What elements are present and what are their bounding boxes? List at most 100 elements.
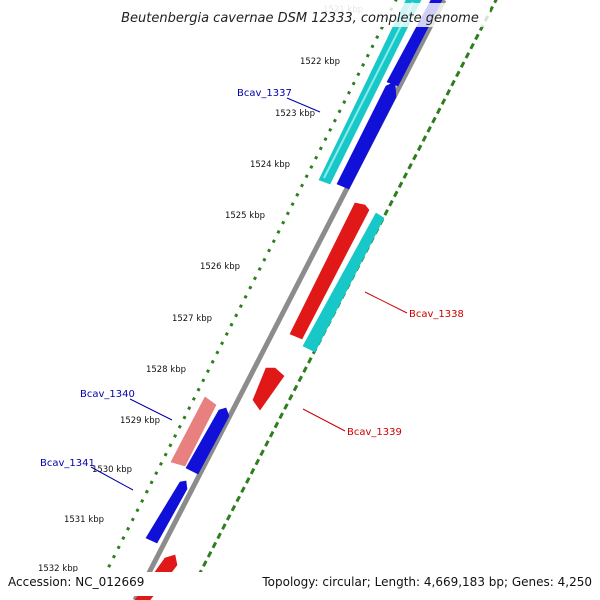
gene-bcav-1338[interactable]	[289, 202, 370, 340]
tick-mark	[361, 62, 366, 67]
tick-mark	[351, 81, 356, 86]
tick-mark	[346, 90, 352, 95]
tick-mark	[421, 135, 428, 142]
tick-mark	[285, 211, 290, 216]
tick-mark	[187, 406, 192, 411]
leader-line-bcav-1341	[90, 466, 134, 491]
gene-bcav-1341[interactable]	[145, 480, 188, 544]
tick-mark	[205, 369, 210, 374]
tick-mark	[314, 155, 319, 160]
tick-mark	[130, 517, 135, 522]
tick-mark	[230, 504, 237, 512]
tick-mark	[332, 118, 337, 123]
tick-mark	[299, 183, 305, 188]
footer-background	[0, 572, 600, 596]
tick-layer	[93, 0, 498, 596]
tick-mark	[229, 322, 234, 327]
tick-mark	[262, 257, 267, 262]
tick-mark	[215, 350, 220, 355]
map-title: Beutenbergia cavernae DSM 12333, complet…	[121, 11, 479, 26]
gene-sheen	[323, 1, 414, 179]
tick-mark	[273, 421, 280, 429]
tick-mark	[177, 424, 182, 429]
tick-mark	[201, 378, 206, 383]
tick-mark	[245, 477, 251, 484]
tick-mark	[445, 89, 451, 96]
tick-mark	[440, 98, 447, 105]
tick-mark	[464, 52, 471, 59]
tick-mark	[295, 192, 300, 197]
tick-mark	[288, 393, 294, 401]
gene-unlabeled[interactable]	[302, 212, 385, 353]
topology-text: Topology: circular; Length: 4,669,183 bp…	[261, 575, 592, 589]
tick-mark	[459, 61, 466, 69]
tick-mark	[426, 126, 432, 133]
tick-mark	[235, 495, 241, 503]
tick-mark	[224, 331, 229, 336]
gene-label-bcav-1340[interactable]: Bcav_1340	[80, 389, 135, 400]
tick-mark	[182, 415, 187, 420]
tick-mark	[290, 202, 295, 207]
tick-mark	[292, 384, 299, 392]
tick-mark	[116, 545, 121, 550]
gene-label-bcav-1339[interactable]: Bcav_1339	[347, 427, 402, 438]
gene-unlabeled[interactable]	[336, 81, 397, 190]
gene-label-bcav-1337[interactable]: Bcav_1337	[237, 88, 292, 99]
tick-mark	[365, 53, 370, 58]
tick-mark	[196, 387, 201, 392]
tick-mark	[302, 366, 308, 373]
tick-mark	[202, 560, 208, 567]
tick-mark	[412, 153, 418, 161]
leader-line-bcav-1338	[364, 291, 408, 314]
tick-mark	[318, 146, 323, 151]
tick-label: 1527 kbp	[172, 314, 212, 324]
tick-mark	[328, 127, 333, 132]
backbone-layer	[132, 0, 447, 600]
tick-mark	[254, 458, 261, 466]
inner-tick-track	[93, 0, 398, 596]
leader-line-bcav-1340	[129, 398, 173, 421]
tick-mark	[370, 44, 375, 49]
tick-mark	[144, 489, 149, 494]
tick-label: 1531 kbp	[64, 515, 104, 525]
tick-label: 1532 kbp	[38, 564, 78, 574]
tick-mark	[393, 0, 398, 3]
gene-label-bcav-1338[interactable]: Bcav_1338	[409, 309, 464, 320]
tick-mark	[238, 304, 243, 309]
tick-mark	[168, 443, 173, 448]
gene-label-bcav-1341[interactable]: Bcav_1341	[40, 458, 95, 469]
tick-mark	[342, 100, 347, 105]
tick-label: 1522 kbp	[300, 57, 340, 67]
tick-mark	[264, 440, 270, 447]
tick-mark	[397, 181, 404, 189]
gene-bcav-1340[interactable]	[170, 396, 217, 467]
tick-mark	[402, 172, 409, 179]
tick-mark	[488, 5, 494, 13]
tick-mark	[283, 403, 289, 410]
tick-mark	[297, 375, 303, 383]
gene-unlabeled[interactable]	[185, 407, 230, 475]
genome-backbone	[132, 0, 447, 600]
tick-mark	[268, 430, 275, 438]
tick-mark	[307, 356, 313, 364]
tick-label: 1529 kbp	[120, 416, 160, 426]
tick-mark	[276, 229, 281, 234]
title-background	[110, 3, 490, 27]
leader-line-bcav-1337	[286, 97, 321, 113]
tick-mark	[436, 107, 442, 115]
tick-mark	[111, 554, 116, 559]
tick-mark	[469, 42, 475, 50]
tick-mark	[121, 536, 126, 541]
gene-bcav-1339[interactable]	[252, 367, 285, 411]
tick-mark	[135, 508, 140, 513]
tick-mark	[356, 72, 361, 77]
tick-mark	[220, 341, 225, 346]
tick-mark	[257, 267, 262, 272]
tick-mark	[393, 190, 399, 198]
tick-mark	[375, 35, 380, 40]
tick-mark	[126, 526, 131, 531]
tick-label: 1523 kbp	[275, 109, 315, 119]
accession-text: Accession: NC_012669	[8, 575, 144, 589]
leader-line-bcav-1339	[302, 408, 346, 432]
